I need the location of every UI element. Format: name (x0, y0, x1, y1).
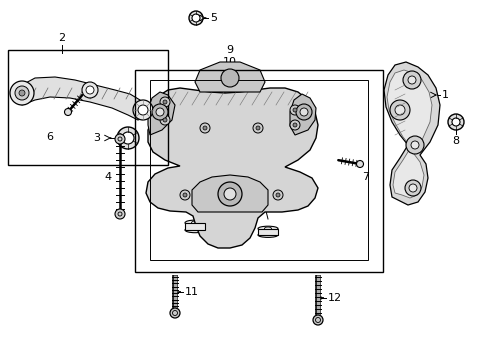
Circle shape (160, 97, 170, 107)
Ellipse shape (185, 227, 205, 233)
Circle shape (218, 182, 242, 206)
Bar (135, 70, 383, 272)
Text: 1: 1 (442, 90, 449, 100)
Circle shape (152, 104, 168, 120)
Text: 11: 11 (185, 287, 199, 297)
Circle shape (115, 209, 125, 219)
Bar (8, 50, 168, 165)
Polygon shape (148, 92, 175, 135)
Text: 10: 10 (223, 57, 237, 67)
Circle shape (115, 134, 125, 144)
Circle shape (163, 118, 167, 122)
Text: 6: 6 (47, 132, 53, 142)
Circle shape (82, 82, 98, 98)
Circle shape (160, 115, 170, 125)
Text: 3: 3 (93, 133, 100, 143)
Polygon shape (185, 223, 205, 230)
Circle shape (276, 193, 280, 197)
Polygon shape (192, 175, 268, 212)
Circle shape (293, 108, 297, 112)
Circle shape (117, 127, 139, 149)
Polygon shape (387, 70, 432, 198)
Circle shape (313, 315, 323, 325)
Circle shape (300, 108, 308, 116)
Circle shape (411, 141, 419, 149)
Polygon shape (258, 229, 278, 235)
Circle shape (405, 180, 421, 196)
Circle shape (224, 188, 236, 200)
Circle shape (19, 90, 25, 96)
Circle shape (10, 81, 34, 105)
Ellipse shape (258, 226, 278, 231)
Circle shape (256, 126, 260, 130)
Circle shape (15, 86, 29, 100)
Text: 8: 8 (452, 136, 460, 146)
Circle shape (390, 100, 410, 120)
Circle shape (406, 136, 424, 154)
Polygon shape (16, 77, 148, 120)
Circle shape (133, 100, 153, 120)
Circle shape (221, 69, 239, 87)
Circle shape (403, 71, 421, 89)
Circle shape (273, 190, 283, 200)
Circle shape (409, 184, 417, 192)
Polygon shape (146, 88, 318, 248)
Circle shape (192, 14, 200, 22)
Circle shape (138, 105, 148, 115)
Polygon shape (290, 94, 316, 135)
Circle shape (200, 123, 210, 133)
Text: 7: 7 (362, 172, 369, 182)
Circle shape (296, 104, 312, 120)
Circle shape (122, 132, 134, 144)
Circle shape (290, 120, 300, 130)
Circle shape (448, 114, 464, 130)
Circle shape (452, 118, 460, 126)
Text: 2: 2 (58, 33, 66, 43)
Circle shape (183, 193, 187, 197)
Circle shape (170, 308, 180, 318)
Text: 4: 4 (105, 172, 112, 182)
Circle shape (86, 86, 94, 94)
Ellipse shape (258, 233, 278, 237)
Ellipse shape (185, 220, 205, 225)
Circle shape (395, 105, 405, 115)
Text: 5: 5 (210, 13, 217, 23)
Text: 9: 9 (226, 45, 234, 55)
Polygon shape (384, 62, 440, 205)
Polygon shape (195, 62, 265, 92)
Circle shape (408, 76, 416, 84)
Circle shape (253, 123, 263, 133)
Circle shape (65, 108, 72, 116)
Circle shape (189, 11, 203, 25)
Circle shape (203, 126, 207, 130)
Circle shape (357, 161, 364, 167)
Circle shape (290, 105, 300, 115)
Circle shape (180, 190, 190, 200)
Text: 12: 12 (328, 293, 342, 303)
Circle shape (163, 100, 167, 104)
Bar (150, 80, 368, 260)
Circle shape (156, 108, 164, 116)
Circle shape (293, 123, 297, 127)
